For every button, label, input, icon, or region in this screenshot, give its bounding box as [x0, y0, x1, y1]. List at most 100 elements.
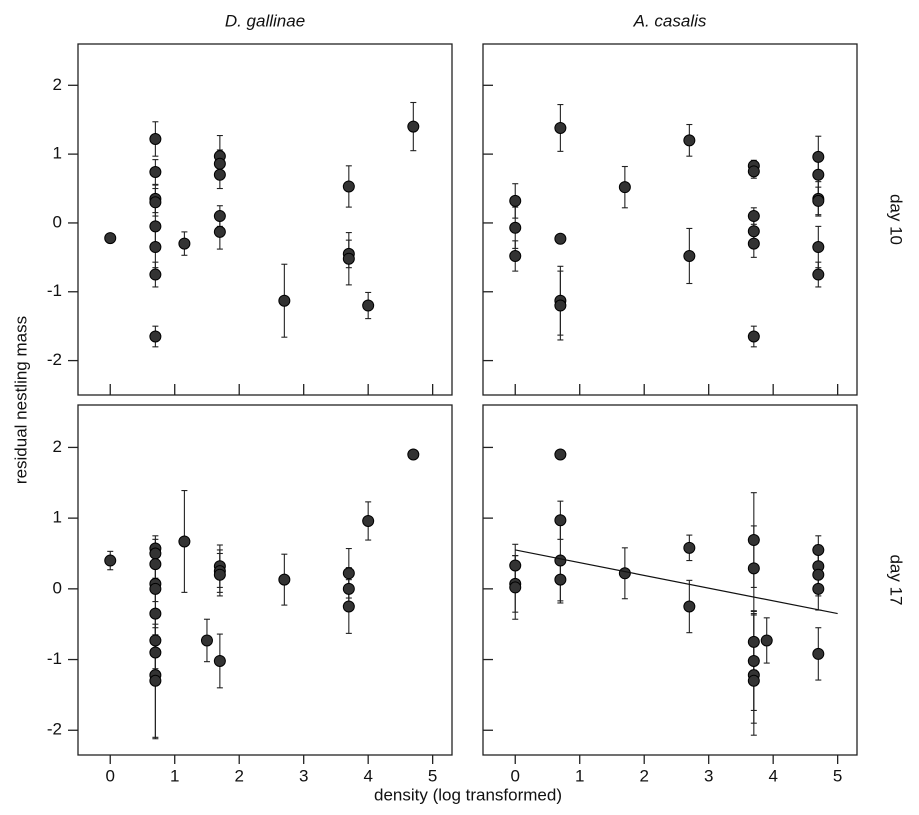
point [213, 210, 226, 223]
point [213, 568, 226, 581]
point [747, 237, 760, 250]
point [362, 299, 375, 312]
x-tick-label: 3 [299, 766, 308, 785]
panel-frame [77, 43, 453, 396]
point [213, 225, 226, 238]
y-tick-label: -2 [47, 720, 62, 739]
point [554, 121, 567, 134]
point [812, 543, 825, 556]
point [747, 330, 760, 343]
panel-frame [482, 404, 858, 756]
y-tick-label: 0 [53, 212, 62, 231]
point [342, 567, 355, 580]
y-tick-label: 2 [53, 75, 62, 94]
strip-title: A. casalis [633, 11, 707, 30]
point [509, 194, 522, 207]
fit-line [515, 549, 838, 615]
x-axis-label: density (log transformed) [374, 785, 562, 804]
y-tick-label: 2 [53, 437, 62, 456]
point [812, 582, 825, 595]
point [554, 554, 567, 567]
point [278, 294, 291, 307]
point [200, 634, 213, 647]
point [342, 180, 355, 193]
x-tick-label: 1 [170, 766, 179, 785]
panel-frame [77, 404, 453, 756]
point [683, 541, 696, 554]
point [683, 600, 696, 613]
point [213, 157, 226, 170]
point [760, 634, 773, 647]
point [812, 241, 825, 254]
point [747, 225, 760, 238]
x-tick-label: 1 [575, 766, 584, 785]
point [149, 196, 162, 209]
x-tick-label: 5 [428, 766, 437, 785]
point [618, 181, 631, 194]
point [554, 514, 567, 527]
panel-frame [482, 43, 858, 396]
x-tick-label: 0 [106, 766, 115, 785]
x-tick-label: 4 [363, 766, 372, 785]
y-tick-label: 1 [53, 144, 62, 163]
point [683, 134, 696, 147]
point [812, 647, 825, 660]
point [812, 150, 825, 163]
point [747, 674, 760, 687]
point [812, 168, 825, 181]
point [213, 654, 226, 667]
y-tick-label: -1 [47, 649, 62, 668]
x-tick-label: 2 [234, 766, 243, 785]
x-tick-label: 3 [704, 766, 713, 785]
x-tick-label: 0 [511, 766, 520, 785]
point [178, 237, 191, 250]
point [149, 634, 162, 647]
y-tick-label: -1 [47, 281, 62, 300]
point [509, 581, 522, 594]
point [178, 535, 191, 548]
point [149, 646, 162, 659]
point [104, 554, 117, 567]
point [342, 252, 355, 265]
strip-label: day 17 [887, 554, 906, 605]
point [618, 567, 631, 580]
point [104, 232, 117, 245]
x-tick-label: 2 [639, 766, 648, 785]
point [509, 221, 522, 234]
point [747, 534, 760, 547]
point [149, 132, 162, 145]
point [747, 562, 760, 575]
strip-label: day 10 [887, 194, 906, 245]
y-axis-label: residual nestling mass [11, 316, 30, 484]
point [149, 220, 162, 233]
point [149, 558, 162, 571]
point [149, 166, 162, 179]
y-tick-label: -2 [47, 350, 62, 369]
point [149, 241, 162, 254]
point [149, 268, 162, 281]
point [812, 268, 825, 281]
point [554, 573, 567, 586]
point [812, 568, 825, 581]
strip-title: D. gallinae [225, 11, 305, 30]
point [278, 573, 291, 586]
point [812, 194, 825, 207]
point [747, 635, 760, 648]
point [342, 600, 355, 613]
point [554, 232, 567, 245]
point [213, 168, 226, 181]
point [149, 582, 162, 595]
x-tick-label: 4 [768, 766, 777, 785]
point [554, 448, 567, 461]
point [407, 120, 420, 133]
point [362, 514, 375, 527]
point [509, 249, 522, 262]
point [554, 299, 567, 312]
point [149, 674, 162, 687]
point [149, 607, 162, 620]
point [149, 330, 162, 343]
point [407, 448, 420, 461]
y-tick-label: 1 [53, 508, 62, 527]
point [747, 654, 760, 667]
